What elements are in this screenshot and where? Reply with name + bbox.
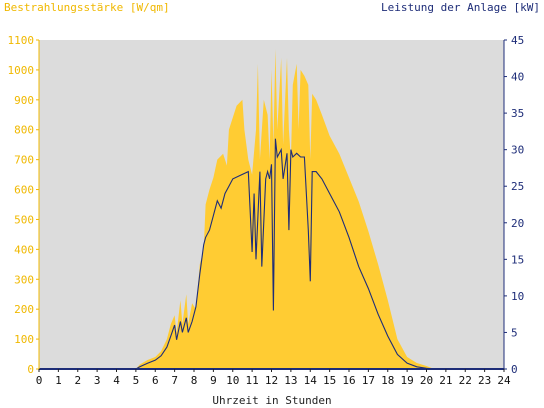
power-line xyxy=(39,138,504,370)
x-tick-label: 22 xyxy=(459,374,472,387)
right-tick-label: 40 xyxy=(511,71,524,84)
left-tick-label: 600 xyxy=(14,184,34,197)
left-tick-label: 900 xyxy=(14,94,34,107)
left-tick-label: 200 xyxy=(14,303,34,316)
left-tick-label: 1000 xyxy=(8,64,35,77)
right-axis-label: Leistung der Anlage [kW] xyxy=(381,1,540,14)
x-axis-label: Uhrzeit in Stunden xyxy=(212,394,332,407)
x-tick-label: 23 xyxy=(478,374,491,387)
right-tick-label: 20 xyxy=(511,217,524,230)
x-tick-label: 10 xyxy=(226,374,239,387)
x-tick-label: 8 xyxy=(191,374,198,387)
x-tick-label: 20 xyxy=(420,374,433,387)
x-tick-label: 11 xyxy=(246,374,259,387)
x-tick-label: 4 xyxy=(113,374,120,387)
x-tick-label: 13 xyxy=(284,374,297,387)
irradiance-area xyxy=(39,49,504,369)
left-tick-label: 0 xyxy=(27,363,34,376)
right-tick-label: 30 xyxy=(511,144,524,157)
right-tick-label: 45 xyxy=(511,34,524,47)
right-tick-label: 25 xyxy=(511,180,524,193)
x-tick-label: 7 xyxy=(171,374,178,387)
x-tick-label: 1 xyxy=(55,374,62,387)
left-tick-label: 400 xyxy=(14,243,34,256)
right-tick-label: 10 xyxy=(511,290,524,303)
x-tick-label: 5 xyxy=(133,374,140,387)
x-tick-label: 0 xyxy=(36,374,43,387)
x-tick-label: 17 xyxy=(362,374,375,387)
right-tick-label: 0 xyxy=(511,363,518,376)
left-tick-label: 1100 xyxy=(8,34,35,47)
x-tick-label: 16 xyxy=(342,374,355,387)
left-tick-label: 100 xyxy=(14,333,34,346)
left-tick-label: 300 xyxy=(14,273,34,286)
x-tick-label: 18 xyxy=(381,374,394,387)
x-tick-label: 9 xyxy=(210,374,217,387)
left-tick-label: 800 xyxy=(14,124,34,137)
left-tick-label: 500 xyxy=(14,213,34,226)
x-tick-label: 21 xyxy=(439,374,452,387)
x-tick-label: 15 xyxy=(323,374,336,387)
left-axis-label: Bestrahlungsstärke [W/qm] xyxy=(4,1,170,14)
x-tick-label: 6 xyxy=(152,374,159,387)
x-tick-label: 24 xyxy=(497,374,511,387)
x-tick-label: 19 xyxy=(401,374,414,387)
right-tick-label: 35 xyxy=(511,107,524,120)
left-tick-label: 700 xyxy=(14,154,34,167)
x-tick-label: 3 xyxy=(94,374,101,387)
x-tick-label: 12 xyxy=(265,374,278,387)
x-tick-label: 2 xyxy=(74,374,81,387)
x-tick-label: 14 xyxy=(304,374,318,387)
right-tick-label: 15 xyxy=(511,253,524,266)
right-tick-label: 5 xyxy=(511,326,518,339)
